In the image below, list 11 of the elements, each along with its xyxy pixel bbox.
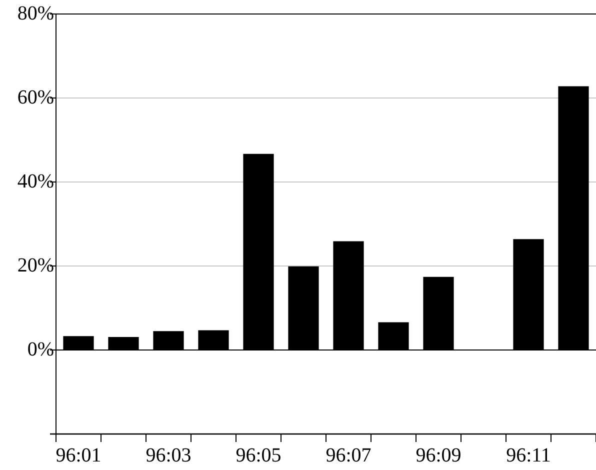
x-tick-label: 96:05 bbox=[236, 444, 282, 466]
x-tick-label: 96:07 bbox=[326, 444, 372, 466]
y-tick-label: 0% bbox=[27, 338, 54, 360]
y-tick-label: 60% bbox=[17, 86, 54, 108]
x-tick-label: 96:01 bbox=[56, 444, 102, 466]
y-tick-label: 20% bbox=[17, 254, 54, 276]
y-tick-label: 40% bbox=[17, 170, 54, 192]
x-tick-label: 96:03 bbox=[146, 444, 192, 466]
x-tick-label: 96:09 bbox=[416, 444, 462, 466]
y-tick-label: 80% bbox=[17, 2, 54, 24]
x-tick-label: 96:11 bbox=[506, 444, 551, 466]
